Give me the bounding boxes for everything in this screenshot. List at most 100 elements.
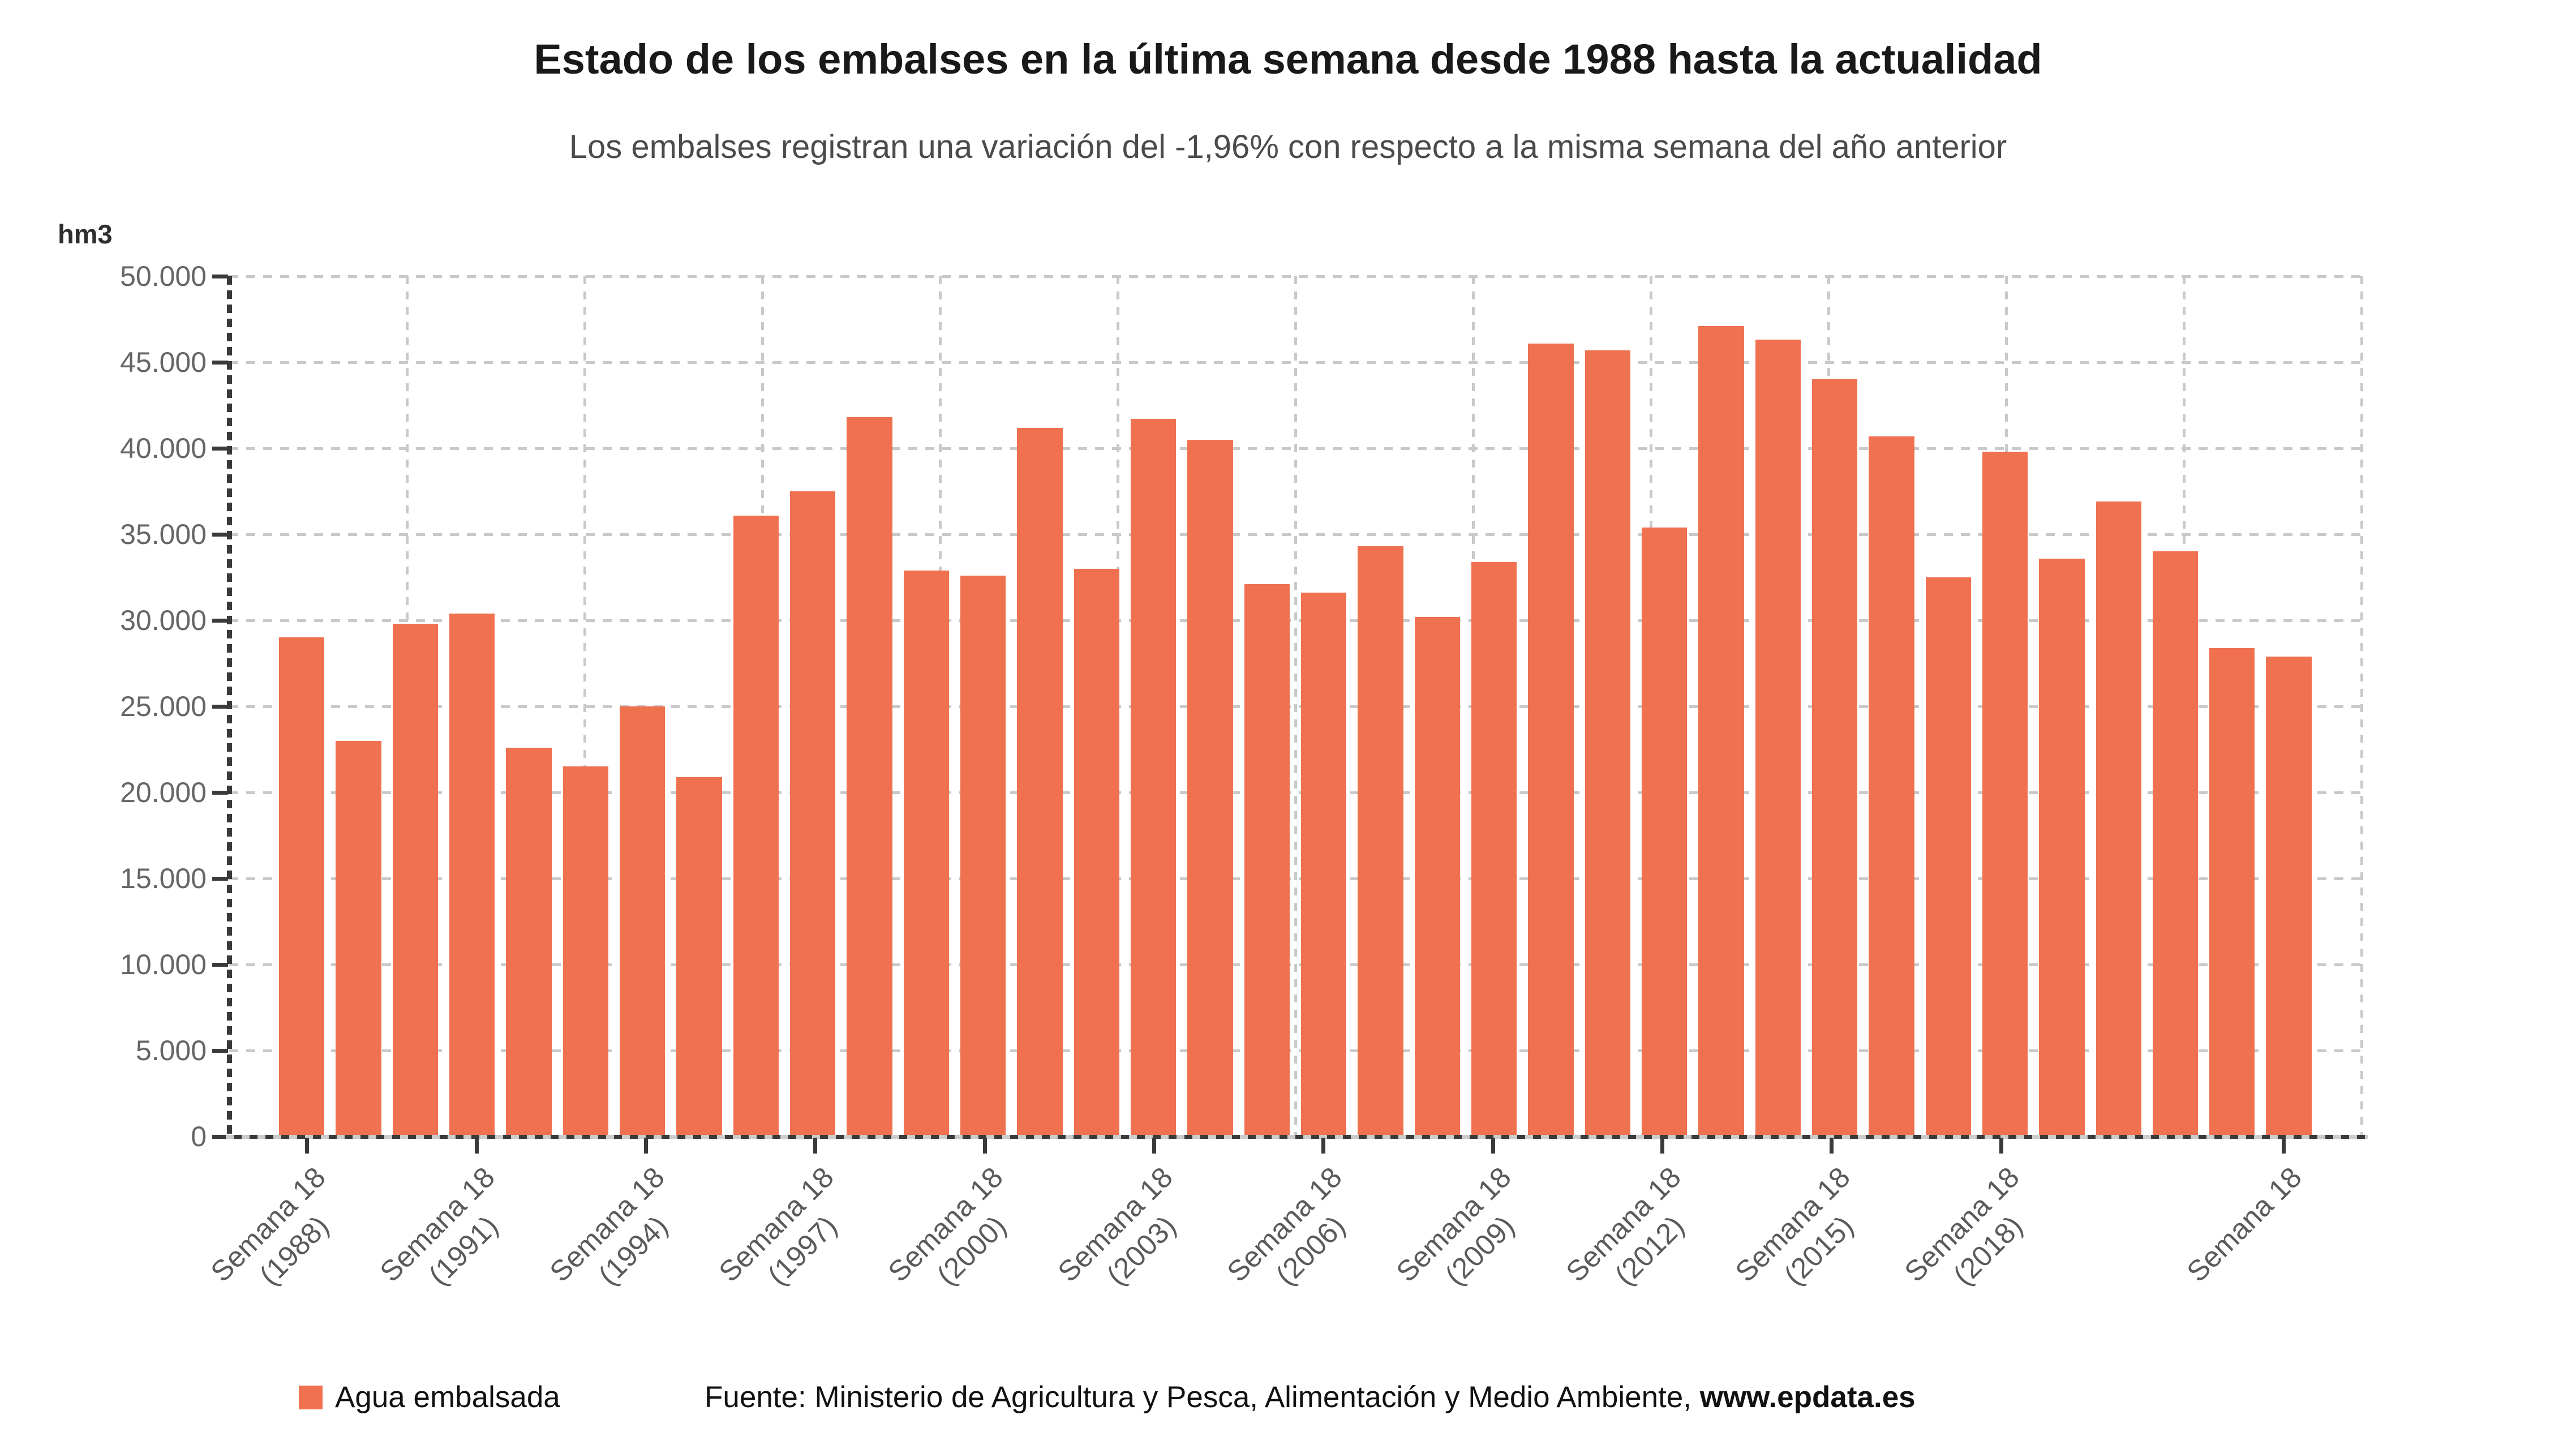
- y-axis-tick: [212, 877, 228, 881]
- bar[interactable]: [960, 575, 1006, 1137]
- bar[interactable]: [2152, 551, 2199, 1137]
- bar[interactable]: [449, 613, 495, 1137]
- bar[interactable]: [506, 747, 552, 1137]
- x-axis-tick: [1830, 1138, 1834, 1154]
- x-axis-label-text: Semana 18 (1991): [373, 1160, 505, 1292]
- bar[interactable]: [1925, 577, 1971, 1137]
- x-axis-label-text: Semana 18 (2000): [882, 1160, 1013, 1292]
- x-axis-label-text: Semana 18 (2018): [1898, 1160, 2029, 1292]
- x-axis-dashes: [226, 1135, 2368, 1139]
- bar[interactable]: [1869, 436, 1914, 1137]
- bar[interactable]: [619, 706, 666, 1137]
- x-axis-tick: [813, 1138, 818, 1154]
- legend-swatch: [299, 1385, 323, 1409]
- bar[interactable]: [903, 570, 949, 1137]
- bar[interactable]: [1017, 427, 1063, 1137]
- y-axis-tick: [212, 361, 228, 365]
- bar[interactable]: [1641, 527, 1688, 1137]
- x-axis-tick: [305, 1138, 310, 1154]
- bar[interactable]: [336, 740, 381, 1137]
- bar[interactable]: [1982, 452, 2028, 1137]
- x-axis-label-text: Semana 18: [2180, 1160, 2308, 1288]
- bar[interactable]: [789, 491, 836, 1137]
- plot-area: 0 5.000 10.000 15.000 20.000 25.000 30.000 35.0…: [120, 260, 2368, 1292]
- bar[interactable]: [2266, 656, 2312, 1137]
- chart-subtitle: Los embalses registran una variación del…: [569, 128, 2007, 165]
- bar[interactable]: [1074, 568, 1119, 1137]
- bar[interactable]: [279, 637, 325, 1137]
- x-axis-label-text: Semana 18 (1988): [204, 1160, 336, 1292]
- y-axis-tick: [212, 275, 228, 278]
- y-axis-tick: [212, 1049, 228, 1053]
- y-axis-label: 30.000: [120, 605, 207, 636]
- y-axis-label: 50.000: [120, 260, 207, 292]
- x-axis-tick: [2281, 1138, 2286, 1154]
- y-axis-label: 45.000: [120, 346, 207, 378]
- y-axis-unit-label: hm3: [58, 219, 113, 249]
- y-axis-tick: [212, 533, 228, 537]
- bar[interactable]: [1244, 584, 1290, 1137]
- x-axis-label-text: Semana 18 (1997): [712, 1160, 844, 1292]
- bar[interactable]: [1300, 593, 1347, 1137]
- chart-title: Estado de los embalses en la última sema…: [534, 36, 2042, 83]
- bar[interactable]: [392, 624, 438, 1137]
- source-link[interactable]: www.epdata.es: [1699, 1381, 1916, 1414]
- x-gridline: [1294, 276, 1297, 1137]
- y-axis-tick: [212, 619, 228, 623]
- x-axis-tick: [1999, 1138, 2003, 1154]
- x-axis-tick: [1660, 1138, 1665, 1154]
- y-axis-line: [227, 276, 232, 1137]
- y-axis-label: 0: [191, 1121, 207, 1152]
- bar[interactable]: [563, 766, 608, 1137]
- bar[interactable]: [1528, 343, 1574, 1137]
- y-axis-label: 20.000: [120, 777, 207, 808]
- x-gridline: [583, 276, 586, 1137]
- bar[interactable]: [2039, 558, 2085, 1137]
- bar[interactable]: [1698, 326, 1744, 1137]
- bar[interactable]: [1585, 350, 1630, 1137]
- bar[interactable]: [1358, 546, 1403, 1137]
- y-axis-label: 10.000: [120, 949, 207, 980]
- y-axis-tick: [212, 1135, 228, 1139]
- x-axis-tick: [1321, 1138, 1326, 1154]
- x-axis-label-text: Semana 18 (2006): [1221, 1160, 1352, 1292]
- y-axis-label: 15.000: [120, 863, 207, 894]
- bar[interactable]: [2209, 648, 2255, 1137]
- y-axis-tick: [212, 447, 228, 451]
- bar[interactable]: [1187, 439, 1233, 1137]
- legend-label: Agua embalsada: [335, 1381, 560, 1414]
- bar[interactable]: [1130, 419, 1177, 1137]
- footer: Agua embalsada Fuente: Ministerio de Agr…: [0, 1380, 2576, 1431]
- x-axis-label-text: Semana 18 (2003): [1051, 1160, 1182, 1292]
- bar[interactable]: [2096, 501, 2141, 1137]
- x-axis-label-text: Semana 18 (2015): [1729, 1160, 1860, 1292]
- bar[interactable]: [1471, 561, 1517, 1137]
- y-axis-tick: [212, 791, 228, 795]
- x-axis-tick: [474, 1138, 479, 1154]
- bar[interactable]: [676, 777, 722, 1137]
- bar[interactable]: [1755, 340, 1801, 1137]
- bar[interactable]: [733, 515, 779, 1137]
- x-axis-tick: [1491, 1138, 1495, 1154]
- x-gridline: [2360, 276, 2363, 1137]
- source-text: Fuente: Ministerio de Agricultura y Pesc…: [705, 1380, 1916, 1414]
- y-axis-label: 5.000: [135, 1035, 207, 1066]
- x-axis-tick: [644, 1138, 649, 1154]
- y-axis-label: 25.000: [120, 691, 207, 722]
- legend-item[interactable]: Agua embalsada: [299, 1380, 560, 1414]
- bar[interactable]: [847, 417, 892, 1137]
- x-axis-label-text: Semana 18 (1994): [543, 1160, 674, 1292]
- source-prefix: Fuente: Ministerio de Agricultura y Pesc…: [705, 1381, 1700, 1414]
- y-axis-tick: [212, 705, 228, 709]
- bar[interactable]: [1811, 379, 1858, 1137]
- x-axis-tick: [1152, 1138, 1157, 1154]
- y-axis-tick: [212, 963, 228, 967]
- bars-container: [279, 276, 2312, 1137]
- bar[interactable]: [1414, 616, 1460, 1137]
- x-axis-label-text: Semana 18 (2012): [1559, 1160, 1690, 1292]
- y-axis-label: 35.000: [120, 518, 207, 550]
- y-axis-label: 40.000: [120, 432, 207, 464]
- x-axis-tick: [982, 1138, 987, 1154]
- x-axis-label-text: Semana 18 (2009): [1390, 1160, 1521, 1292]
